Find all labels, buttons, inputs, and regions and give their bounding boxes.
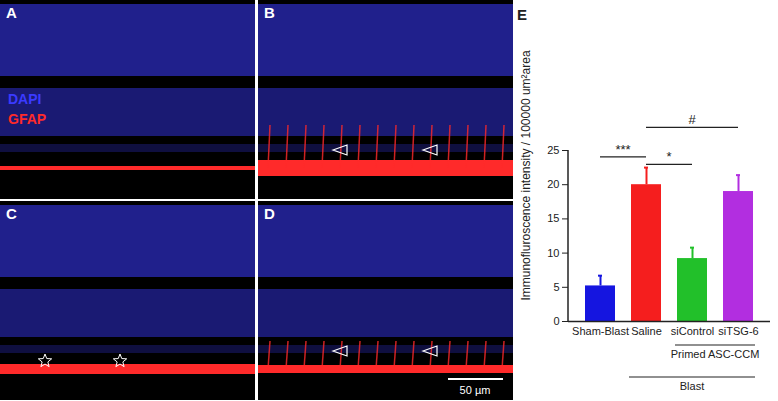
svg-text:10: 10 [547,247,559,259]
svg-text:A: A [6,4,17,21]
svg-text:Blast: Blast [680,380,704,392]
svg-text:Sham-Blast: Sham-Blast [572,325,629,337]
svg-text:*: * [666,149,671,164]
svg-text:#: # [688,112,696,127]
svg-text:E: E [517,6,527,23]
svg-text:B: B [264,4,275,21]
svg-text:15: 15 [547,212,559,224]
svg-text:C: C [6,205,17,222]
svg-text:Primed ASC-CCM: Primed ASC-CCM [671,348,760,360]
svg-text:25: 25 [547,144,559,156]
svg-text:5: 5 [553,281,559,293]
svg-text:siTSG-6: siTSG-6 [718,325,758,337]
svg-text:Immunofluroscence intensity /: Immunofluroscence intensity / 100000 um²… [519,50,533,300]
svg-text:50 µm: 50 µm [460,384,491,396]
svg-text:0: 0 [553,315,559,327]
svg-text:siControl: siControl [671,325,714,337]
svg-text:GFAP: GFAP [8,111,46,127]
svg-text:20: 20 [547,178,559,190]
svg-text:DAPI: DAPI [8,91,41,107]
svg-text:D: D [264,205,275,222]
svg-text:***: *** [615,142,630,157]
svg-text:Saline: Saline [631,325,662,337]
